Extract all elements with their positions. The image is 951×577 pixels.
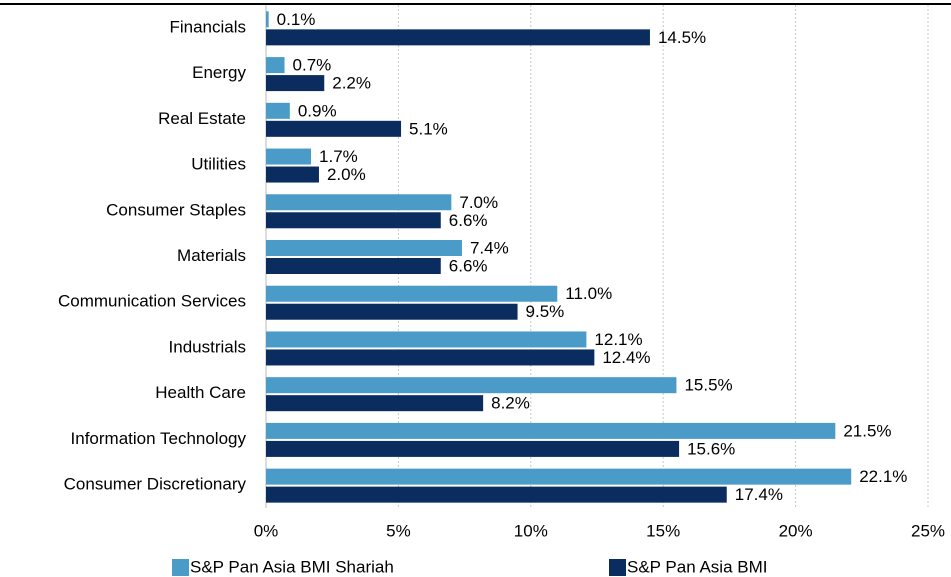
data-label: 7.4% bbox=[470, 238, 509, 257]
data-label: 0.7% bbox=[293, 56, 332, 75]
legend-label: S&P Pan Asia BMI bbox=[627, 557, 767, 576]
data-label: 0.1% bbox=[277, 10, 316, 29]
bar bbox=[266, 29, 650, 46]
y-tick-label: Consumer Discretionary bbox=[64, 475, 247, 494]
data-label: 22.1% bbox=[859, 467, 907, 486]
y-tick-label: Energy bbox=[192, 63, 246, 82]
bar bbox=[266, 468, 852, 485]
bar bbox=[266, 75, 325, 92]
x-tick-label: 10% bbox=[514, 521, 548, 540]
data-label: 12.1% bbox=[594, 330, 642, 349]
y-tick-label: Financials bbox=[169, 17, 246, 36]
bar bbox=[266, 57, 285, 74]
legend-label: S&P Pan Asia BMI Shariah bbox=[190, 557, 394, 576]
x-tick-label: 20% bbox=[779, 521, 813, 540]
bar bbox=[266, 240, 462, 256]
x-tick-label: 0% bbox=[254, 521, 279, 540]
bar bbox=[266, 120, 402, 137]
legend-swatch bbox=[609, 559, 626, 576]
bar bbox=[266, 148, 312, 165]
data-label: 15.5% bbox=[684, 376, 732, 395]
bar bbox=[266, 194, 452, 211]
data-label: 17.4% bbox=[735, 485, 783, 504]
bar bbox=[266, 212, 441, 229]
y-tick-label: Consumer Staples bbox=[106, 200, 246, 219]
bar bbox=[266, 486, 727, 503]
y-tick-label: Communication Services bbox=[58, 292, 246, 311]
data-label: 1.7% bbox=[319, 147, 358, 166]
data-label: 6.6% bbox=[449, 211, 488, 230]
data-label: 2.2% bbox=[332, 74, 371, 93]
x-tick-label: 15% bbox=[646, 521, 680, 540]
data-label: 12.4% bbox=[602, 348, 650, 367]
data-label: 8.2% bbox=[491, 394, 530, 413]
data-label: 9.5% bbox=[526, 302, 565, 321]
bar bbox=[266, 285, 558, 302]
data-label: 14.5% bbox=[658, 28, 706, 47]
bar bbox=[266, 303, 518, 320]
y-tick-label: Health Care bbox=[155, 383, 246, 402]
x-tick-label: 5% bbox=[386, 521, 411, 540]
y-tick-label: Industrials bbox=[169, 337, 246, 356]
data-label: 6.6% bbox=[449, 256, 488, 275]
bar bbox=[266, 440, 680, 457]
data-label: 7.0% bbox=[459, 193, 498, 212]
data-label: 11.0% bbox=[565, 284, 612, 303]
bar bbox=[266, 422, 836, 439]
legend-swatch bbox=[172, 559, 189, 576]
data-label: 21.5% bbox=[843, 421, 891, 440]
data-label: 15.6% bbox=[687, 439, 735, 458]
bar bbox=[266, 258, 441, 274]
bar bbox=[266, 166, 319, 183]
bar bbox=[266, 11, 269, 28]
data-label: 2.0% bbox=[327, 165, 366, 184]
y-tick-label: Utilities bbox=[191, 155, 246, 174]
y-tick-label: Real Estate bbox=[158, 109, 246, 128]
y-tick-label: Materials bbox=[177, 246, 246, 265]
data-label: 5.1% bbox=[409, 119, 448, 138]
bar bbox=[266, 331, 587, 348]
bar bbox=[266, 349, 595, 366]
bar bbox=[266, 102, 290, 119]
x-tick-label: 25% bbox=[911, 521, 945, 540]
y-tick-label: Information Technology bbox=[71, 429, 247, 448]
bar bbox=[266, 377, 677, 394]
data-label: 0.9% bbox=[298, 101, 337, 120]
bar bbox=[266, 395, 484, 412]
